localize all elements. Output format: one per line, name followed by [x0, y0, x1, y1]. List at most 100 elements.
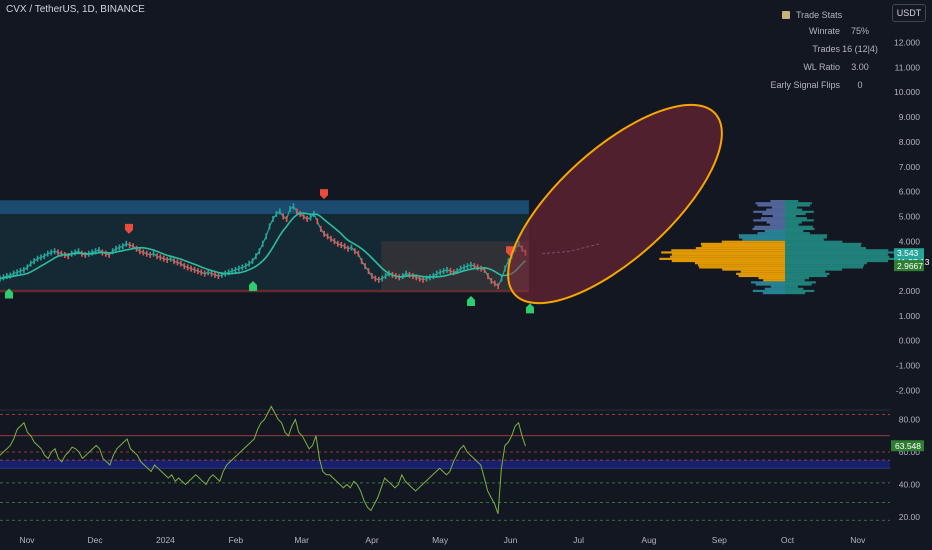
upper-zone: [0, 200, 529, 214]
candle: [476, 264, 479, 271]
candle: [108, 251, 110, 258]
candle: [289, 205, 291, 212]
last-price-label: 3.543: [897, 248, 919, 258]
candle: [180, 260, 182, 267]
volume-profile-bar: [763, 279, 785, 282]
buy-signal-icon: [467, 295, 475, 306]
candle: [77, 248, 80, 255]
candle: [162, 255, 165, 262]
volume-profile-bar-right: [785, 255, 890, 258]
x-tick-label: Jun: [504, 535, 518, 545]
volume-profile-bar-right: [785, 212, 806, 216]
price-tick-label: 6.000: [899, 187, 921, 197]
price-tick-label: 7.000: [899, 162, 921, 172]
candle: [169, 255, 172, 262]
price-tick-label: -2.000: [896, 385, 920, 395]
volume-profile-bar-right: [785, 251, 898, 254]
volume-profile-bar-right: [785, 225, 813, 228]
candle: [279, 208, 281, 215]
candle: [435, 270, 438, 277]
candle: [282, 213, 285, 220]
volume-profile-bar: [738, 274, 785, 278]
candle: [231, 268, 233, 275]
candle: [36, 255, 39, 262]
candle: [139, 248, 141, 255]
volume-profile-bar-right: [785, 264, 865, 267]
volume-profile-bar-right: [785, 242, 862, 246]
candle: [241, 264, 244, 271]
x-tick-label: May: [432, 535, 449, 545]
candle: [6, 273, 8, 280]
candle: [125, 240, 128, 247]
candle: [176, 259, 179, 266]
candle: [490, 278, 493, 285]
candle: [94, 248, 97, 255]
volume-profile-bar-right: [785, 281, 816, 284]
level-label: 2.9667: [897, 261, 923, 271]
candle: [408, 271, 411, 278]
trade-stats-panel: Trade Stats Winrate 75% Trades 16 (12|4)…: [770, 8, 882, 94]
volume-profile-bar: [766, 221, 785, 224]
candle: [193, 266, 196, 273]
volume-profile-bar-right: [785, 234, 828, 237]
volume-profile-bar: [764, 229, 785, 233]
volume-profile-bar-right: [785, 285, 798, 288]
candle: [507, 258, 510, 265]
volume-profile-bar: [721, 240, 785, 243]
volume-profile-bar-right: [785, 283, 812, 286]
candle: [115, 245, 117, 252]
currency-button[interactable]: USDT: [892, 4, 926, 22]
volume-profile-bar: [757, 204, 785, 207]
volume-profile-bar: [671, 259, 785, 263]
volume-profile-bar: [757, 232, 785, 235]
candle: [149, 251, 151, 258]
volume-profile-bar-right: [785, 270, 826, 273]
candle: [23, 266, 25, 273]
volume-profile-bar: [755, 202, 785, 205]
candle: [340, 242, 343, 249]
candle: [255, 253, 257, 260]
price-tick-label: 8.000: [899, 137, 921, 147]
volume-profile-bar: [762, 291, 785, 295]
volume-profile-bar: [701, 244, 785, 248]
candle: [12, 270, 15, 277]
rsi-tick-label: 20.00: [899, 512, 921, 522]
sell-signal-icon: [125, 223, 133, 234]
volume-profile-bar-right: [785, 210, 814, 213]
candle: [16, 269, 18, 276]
stats-value: 0: [857, 80, 863, 90]
x-tick-label: Dec: [88, 535, 104, 545]
candle: [128, 242, 131, 249]
candle: [432, 273, 435, 280]
volume-profile-bar-right: [785, 287, 804, 290]
x-tick-label: Nov: [19, 535, 35, 545]
volume-profile-bar: [738, 234, 785, 237]
volume-profile-bar: [758, 277, 785, 280]
candle: [504, 265, 506, 272]
volume-profile-bar: [766, 208, 785, 211]
buy-signal-icon: [526, 303, 534, 314]
candle: [197, 268, 199, 275]
stats-value: 75%: [850, 26, 869, 36]
candle: [493, 280, 496, 287]
candle: [425, 275, 428, 282]
volume-profile-bar-right: [785, 289, 815, 293]
volume-profile-bar-right: [785, 221, 802, 224]
volume-profile-bar: [659, 257, 785, 260]
stats-label: WL Ratio: [803, 62, 840, 72]
volume-profile-bar-right: [785, 240, 843, 243]
volume-profile-bar: [760, 217, 785, 220]
candle: [203, 270, 206, 277]
volume-profile-bar-right: [785, 229, 804, 233]
price-tick-label: -1.000: [896, 361, 920, 371]
candle: [442, 268, 445, 275]
candle: [111, 248, 114, 255]
candle: [183, 263, 186, 270]
candle: [330, 235, 332, 242]
x-tick-label: Nov: [850, 535, 866, 545]
candle: [142, 249, 145, 256]
candle: [50, 249, 52, 256]
x-tick-label: Oct: [781, 535, 795, 545]
candle: [152, 250, 155, 257]
